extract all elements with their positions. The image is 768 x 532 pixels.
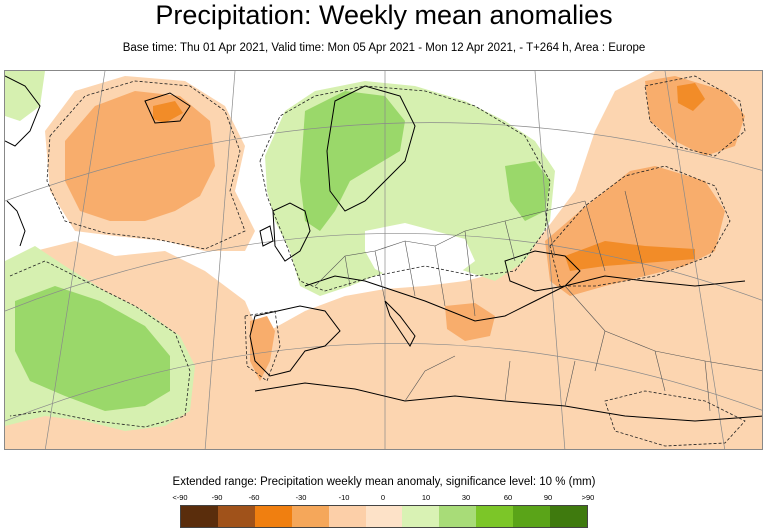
wet-anomaly-russia-medium [505,161,550,221]
dry-anomaly-strong-urals [677,83,705,111]
coast-north-africa [254,382,762,422]
legend-tick: -60 [248,493,260,502]
legend-swatch [476,506,514,527]
significance-contour [549,165,731,287]
legend-tick: >90 [581,493,595,502]
border-line [504,190,646,277]
coast-iberia [249,305,341,377]
border-line [344,230,476,317]
significance-contours [9,75,746,447]
wet-anomaly-scandinavia-medium [300,91,405,231]
legend-swatch [439,506,477,527]
legend-ticks: <-90 -90 -60 -30 -10 0 10 30 60 90 >90 [170,493,598,503]
legend-tick: <-90 [172,493,188,502]
coast-greenland [5,75,41,147]
legend-swatch [402,506,440,527]
legend-tick: 60 [503,493,513,502]
legend-tick: 30 [461,493,471,502]
legend-tick: 90 [543,493,553,502]
legend-swatch [181,506,218,527]
anomaly-map [4,70,763,450]
page-subtitle: Base time: Thu 01 Apr 2021, Valid time: … [122,42,646,54]
wet-anomaly-greenland [5,71,45,121]
legend-tick: -10 [338,493,350,502]
dry-anomaly-medium-urals [645,76,745,156]
map-canvas [5,71,762,449]
neutral-zone-central-europe [365,223,475,281]
coast-great-britain [272,202,311,262]
page-title: Precipitation: Weekly mean anomalies [155,0,613,30]
significance-contour [259,85,551,292]
dry-anomaly-medium-atlantic [65,91,215,221]
legend-swatch [365,506,403,527]
border-line [404,355,576,407]
country-borders [314,190,762,412]
coast-italy [384,300,416,347]
significance-contour [644,75,746,157]
coast-ireland [259,225,274,247]
legend-tick: -30 [295,493,307,502]
legend-swatch [550,506,587,527]
significance-contour [244,310,281,382]
graticule-longitude [204,71,236,449]
graticule-longitude [534,71,566,449]
legend-color-bar [180,505,588,528]
significance-contour [9,260,191,428]
legend-tick: 10 [421,493,431,502]
legend-swatch [291,506,329,527]
graticule [5,71,762,449]
legend-title: Extended range: Precipitation weekly mea… [172,476,596,488]
coast-labrador [6,200,26,247]
legend-swatch [254,506,292,527]
graticule-longitude [664,71,726,449]
wet-anomaly-west-atlantic-medium [15,286,170,411]
legend-tick: 0 [380,493,386,502]
dry-anomaly-medium-iberia [250,316,275,381]
dry-anomaly-medium-balkans [445,303,495,341]
dry-anomaly-light [5,71,762,449]
coast-mediterranean-north [304,275,746,322]
legend-swatch [513,506,551,527]
dry-anomaly-strong-band [565,241,695,271]
legend-swatch [217,506,255,527]
coast-scandinavia [326,85,416,212]
legend-tick: -90 [211,493,223,502]
graticule-longitude [44,71,106,449]
coast-black-sea [504,250,581,292]
coastlines [5,75,762,422]
dry-anomaly-strong-iceland [153,101,183,123]
significance-contour [604,390,746,447]
legend-swatch [328,506,366,527]
significance-contour [46,80,246,250]
coast-iceland [144,92,191,124]
